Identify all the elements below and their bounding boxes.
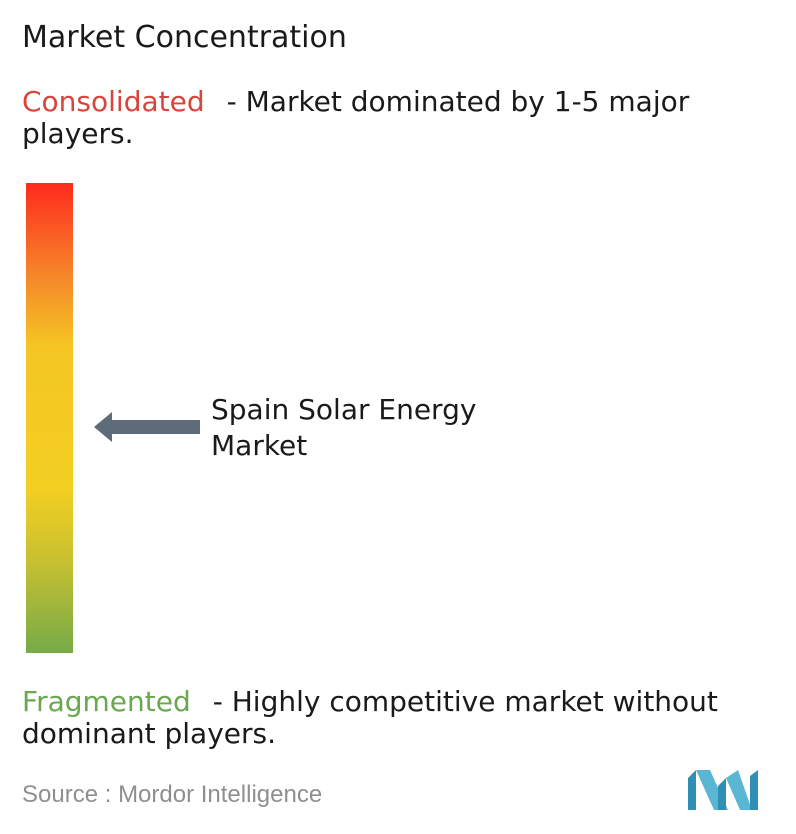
source-name: Mordor Intelligence bbox=[118, 781, 323, 808]
consolidated-description: Consolidated - Market dominated by 1-5 ma… bbox=[22, 86, 792, 150]
consolidated-text: - Market dominated by 1-5 major players. bbox=[22, 85, 690, 150]
concentration-gradient-bar bbox=[26, 183, 73, 653]
fragmented-label: Fragmented bbox=[22, 685, 191, 718]
consolidated-label: Consolidated bbox=[22, 85, 205, 118]
page-title: Market Concentration bbox=[22, 20, 347, 55]
source-label: Source : bbox=[22, 781, 112, 808]
mordor-intelligence-logo-icon bbox=[688, 770, 758, 810]
fragmented-description: Fragmented - Highly competitive market wi… bbox=[22, 686, 792, 750]
market-label: Spain Solar Energy Market bbox=[211, 393, 477, 462]
market-position-arrow-icon bbox=[94, 412, 200, 442]
source-credit: Source : Mordor Intelligence bbox=[22, 780, 322, 810]
fragmented-text: - Highly competitive market without domi… bbox=[22, 685, 718, 750]
